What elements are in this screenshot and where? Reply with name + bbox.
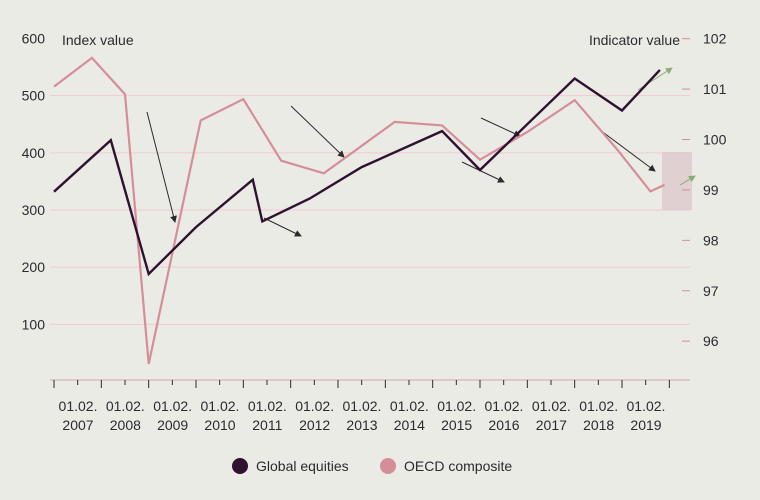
x-tick-label-line1: 01.02.: [201, 398, 240, 414]
legend-label-global-equities: Global equities: [256, 458, 349, 474]
right-axis-ticks: 96 97 98 99 100 101 102: [682, 31, 727, 349]
x-tick-label-line2: 2014: [394, 417, 425, 433]
left-axis-title: Index value: [62, 32, 134, 48]
left-tick-label: 400: [22, 145, 46, 161]
x-tick-label-line1: 01.02.: [153, 398, 192, 414]
right-tick-label: 99: [703, 182, 719, 198]
x-tick-label-line1: 01.02.: [390, 398, 429, 414]
x-tick-label-line2: 2013: [346, 417, 377, 433]
x-tick-label-line2: 2019: [630, 417, 661, 433]
x-tick-label-line2: 2011: [252, 417, 282, 433]
x-tick-label-line1: 01.02.: [106, 398, 145, 414]
left-tick-label: 300: [22, 202, 46, 218]
annotation-arrow: [679, 175, 696, 186]
annotation-arrow: [461, 161, 505, 183]
x-tick-label-line1: 01.02.: [59, 398, 98, 414]
left-axis-ticks: 100 200 300 400 500 600: [22, 30, 46, 332]
left-tick-label: 500: [22, 88, 46, 104]
annotation-arrow: [599, 129, 656, 172]
right-tick-label: 101: [703, 81, 727, 97]
right-tick-label: 100: [703, 132, 727, 148]
right-tick-label: 102: [703, 31, 727, 47]
legend-label-oecd-composite: OECD composite: [404, 458, 512, 474]
left-tick-label: 200: [22, 259, 46, 275]
x-tick-label-line2: 2010: [204, 417, 235, 433]
annotation-arrow: [146, 111, 177, 223]
x-tick-label-line2: 2017: [536, 417, 567, 433]
x-tick-label-line1: 01.02.: [248, 398, 287, 414]
x-tick-label-line2: 2016: [488, 417, 519, 433]
legend-marker-global-equities: [232, 458, 248, 474]
series-line-global-equities: [53, 69, 661, 277]
series-group: [53, 56, 666, 365]
right-tick-label: 97: [703, 283, 719, 299]
left-tick-label: 600: [22, 30, 46, 46]
x-axis: 01.02. 2007 01.02. 2008 01.02. 2009 01.02. 2010…: [50, 379, 690, 433]
x-tick-label-line2: 2012: [299, 417, 330, 433]
x-tick-label-line2: 2008: [110, 417, 141, 433]
x-tick-label-line1: 01.02.: [485, 398, 524, 414]
annotation-arrow: [290, 105, 345, 158]
x-tick-label-line1: 01.02.: [627, 398, 666, 414]
x-tick-label-line2: 2015: [441, 417, 472, 433]
x-tick-label-line2: 2018: [583, 417, 614, 433]
left-tick-label: 100: [22, 316, 46, 332]
x-tick-label-line2: 2007: [62, 417, 93, 433]
x-tick-label-line1: 01.02.: [295, 398, 334, 414]
x-tick-label-line1: 01.02.: [579, 398, 618, 414]
x-tick-label-line1: 01.02.: [343, 398, 382, 414]
right-tick-label: 98: [703, 232, 719, 248]
legend: Global equities OECD composite: [232, 458, 512, 474]
annotation-arrow: [263, 217, 302, 237]
legend-marker-oecd-composite: [380, 458, 396, 474]
x-tick-label-line1: 01.02.: [532, 398, 571, 414]
x-tick-label-line1: 01.02.: [437, 398, 476, 414]
right-axis-title: Indicator value: [589, 32, 680, 48]
right-tick-label: 96: [703, 333, 719, 349]
annotation-arrow: [480, 117, 521, 137]
x-tick-label-line2: 2009: [157, 417, 188, 433]
